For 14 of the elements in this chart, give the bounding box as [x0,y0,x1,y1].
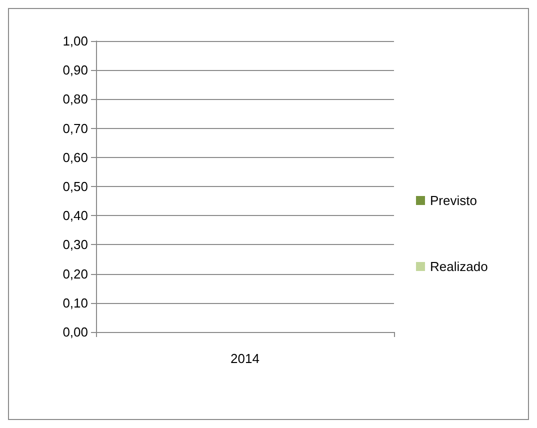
y-tick-label: 0,40 [62,208,88,224]
y-tick-label: 1,00 [62,34,88,48]
y-tick-label: 0,10 [62,295,88,310]
y-tick-label: 0,90 [62,62,88,78]
y-tick-label: 0,00 [62,324,88,340]
y-tick-label: 0,50 [62,179,88,194]
legend-label: Realizado [430,259,488,274]
y-tick-label: 0,20 [62,266,88,282]
legend-label: Previsto [430,193,477,208]
x-tick-label: 2014 [230,351,260,366]
y-tick-label: 0,30 [62,237,88,252]
y-tick-label: 0,60 [62,150,88,165]
y-tick-label: 0,80 [62,92,88,107]
y-tick-label: 0,70 [62,120,88,136]
